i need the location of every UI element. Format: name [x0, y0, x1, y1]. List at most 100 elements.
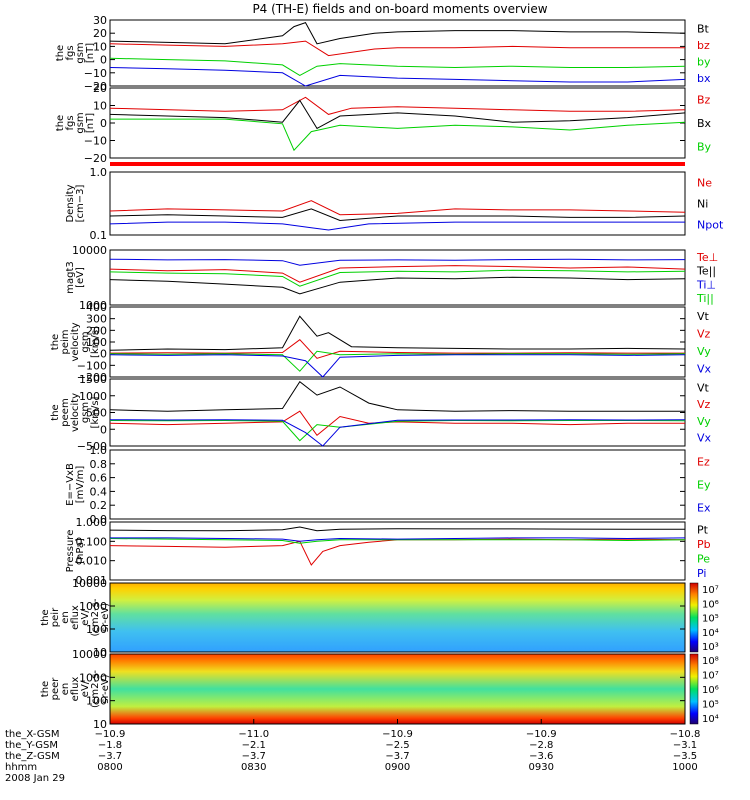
ylabel-line-peim: the: [50, 334, 61, 350]
ylabel-line-peem: [km/s]: [90, 396, 101, 428]
xtick-label: 1000: [672, 762, 697, 773]
series-fgs2-Bz: [109, 96, 686, 115]
frame-fgs1: [109, 19, 686, 87]
ylabel-line-fgs2: the: [55, 115, 66, 131]
xtick-label: −3.7: [98, 751, 122, 762]
ylabel-exb: E=−VxB[mV/m]: [65, 463, 86, 506]
ylabel-line-peim: [km/s]: [90, 326, 101, 358]
ylabel-line-fgs2: gsm: [75, 112, 86, 133]
ytick-label-exb: 1.0: [90, 444, 108, 457]
xtick-label: −2.5: [385, 740, 409, 751]
ytick-label-peir: 10: [93, 646, 107, 659]
ylabel-peir: thepeirenefluxeV/(cm2-s-sr-eV): [40, 598, 111, 636]
colorbar-label-peir: 10⁵: [702, 614, 719, 625]
ylabel-peer: thepeerenefluxeV/(cm2-s-sr-eV): [40, 670, 111, 708]
panel-density: 1.0 0.1 Density[cm−3] Ne Ni Npot: [65, 166, 724, 242]
ytick-label-pressure: 1.000: [76, 516, 108, 529]
panel-fgs2: 20 10 0 −10 −20 thefgsgsm[nT] Bz Bx By: [55, 82, 712, 166]
mode-bar: [110, 162, 685, 166]
colorbar-label-peir: 10⁴: [702, 628, 719, 639]
xrow-label: the_Z-GSM: [5, 751, 60, 762]
xtick-label: −3.1: [673, 740, 697, 751]
ylabel-line-fgs2: [nT]: [85, 113, 96, 133]
ylabel-fgs2: thefgsgsm[nT]: [55, 112, 96, 133]
frame-peim: [109, 306, 686, 378]
ylabel-line-temp: magt3: [65, 261, 76, 294]
xtick-label: −10.9: [95, 729, 126, 740]
series-temp-Te⊥: [109, 265, 686, 283]
colorbar-label-peer: 10⁶: [702, 685, 719, 696]
ytick-label-fgs2: 0: [100, 117, 107, 130]
series-temp-Ti⊥: [109, 258, 686, 266]
legend-fgs2: By: [697, 140, 712, 153]
ytick-label-exb: 0.6: [90, 472, 108, 485]
legend-exb: Ey: [697, 479, 711, 492]
ytick-label-fgs1: 10: [93, 40, 107, 53]
ytick-label-pressure: 0.001: [76, 574, 108, 587]
legend-peim: Vz: [697, 327, 711, 340]
ylabel-line-density: Density: [65, 184, 76, 222]
ytick-label-peem: 1500: [79, 373, 107, 386]
frame-density: [109, 171, 686, 236]
ylabel-line-peem: peem: [60, 398, 71, 426]
ylabel-line-exb: E=−VxB: [65, 463, 76, 506]
ylabel-line-fgs1: [nT]: [85, 43, 96, 63]
xtick-label: −3.6: [529, 751, 553, 762]
colorbar-label-peer: 10⁸: [702, 656, 719, 667]
series-density-Ni: [109, 208, 686, 222]
ylabel-peem: thepeemvelocitygsm[km/s]: [50, 393, 101, 432]
chart-title: P4 (TH-E) fields and on-board moments ov…: [252, 2, 547, 16]
ylabel-density: Density[cm−3]: [65, 184, 86, 222]
ylabel-line-fgs1: gsm: [75, 42, 86, 63]
ytick-label-temp: 10000: [72, 244, 107, 257]
legend-fgs1: Bt: [697, 22, 710, 35]
xtick-label: 0830: [241, 762, 266, 773]
legend-exb: Ez: [697, 456, 710, 469]
ytick-label-peim: 0: [100, 348, 107, 361]
ytick-label-peem: 1000: [79, 390, 107, 403]
colorbar-label-peir: 10⁶: [702, 599, 719, 610]
xtick-label: −3.7: [385, 751, 409, 762]
series-density-Npot: [109, 221, 685, 231]
ytick-label-peer: 100: [86, 695, 107, 708]
ylabel-peim: thepeimvelocitygsm[km/s]: [50, 322, 101, 361]
legend-peem: Vz: [697, 398, 711, 411]
legend-pressure: Pb: [697, 538, 711, 551]
x-axis-group: the_X-GSM −10.9 −11.0 −10.9 −10.9 −10.8 the_Y-…: [5, 719, 700, 784]
ytick-label-temp: 1000: [79, 299, 107, 312]
ytick-label-peir: 1000: [79, 600, 107, 613]
xtick-label: −3.7: [242, 751, 266, 762]
ytick-label-fgs2: 20: [93, 82, 107, 95]
panel-peim: 4003002001000−100−200thepeimvelocitygsm[…: [50, 301, 712, 384]
legend-temp: Te⊥: [696, 251, 718, 264]
ylabel-line-peer: peer: [50, 677, 61, 701]
ylabel-line-peir: en: [60, 611, 71, 624]
legend-peim: Vx: [697, 362, 712, 375]
legend-density: Ne: [697, 177, 712, 190]
xtick-label: −1.8: [98, 740, 122, 751]
ytick-label-fgs2: 10: [93, 100, 107, 113]
series-fgs2-Bx: [109, 99, 686, 130]
frame-temp: [109, 249, 686, 306]
panel-peir: 10000 1000 100 10 thepeirenefluxeV/(cm2-s-sr…: [40, 577, 719, 659]
legend-pressure: Pe: [697, 552, 710, 565]
ylabel-line-pressure: Pressure: [65, 530, 76, 573]
ytick-label-fgs2: −10: [84, 135, 107, 148]
series-pressure-Pi: [110, 537, 686, 542]
xrow-label: the_Y-GSM: [5, 740, 58, 751]
ylabel-line-peir: peir: [50, 607, 61, 627]
ylabel-line-exb: [mV/m]: [75, 466, 86, 504]
ylabel-line-peer: en: [60, 683, 71, 696]
xtick-label: −10.9: [382, 729, 413, 740]
ylabel-line-peim: peim: [60, 329, 71, 354]
ytick-label-fgs1: 20: [93, 27, 107, 40]
colorbar-label-peir: 10⁷: [702, 585, 719, 596]
legend-pressure: Pt: [697, 523, 709, 536]
xtick-label: 0800: [97, 762, 122, 773]
panel-exb: 1.00.80.60.40.20.0 E=−VxB[mV/m] Ez Ey Ex: [65, 444, 711, 526]
series-peem-Vz: [109, 410, 685, 437]
ylabel-line-fgs1: fgs: [65, 45, 76, 60]
xtick-label: 0900: [385, 762, 410, 773]
series-peem-Vt: [109, 380, 685, 412]
legend-temp: Ti⊥: [696, 278, 716, 291]
